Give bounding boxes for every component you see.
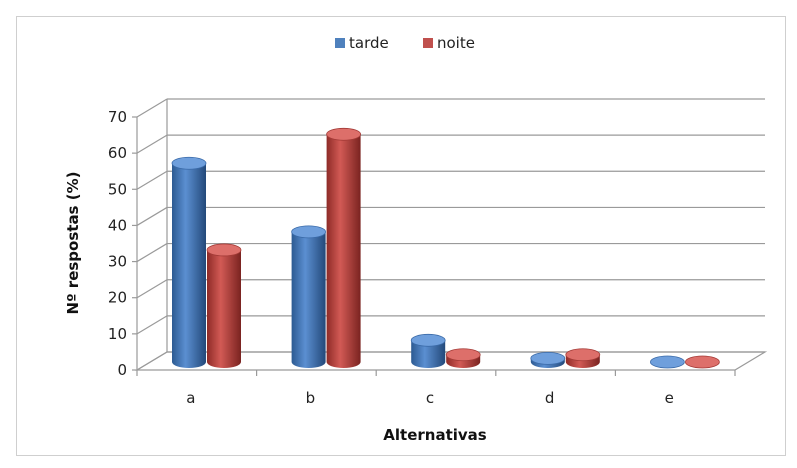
bar-noite-b xyxy=(326,127,362,368)
bar-noite-a xyxy=(206,243,242,368)
x-axis-title: Alternativas xyxy=(383,426,487,444)
y-tick-label: 30 xyxy=(108,253,127,271)
gridline-side xyxy=(136,279,168,299)
gridline-side xyxy=(136,134,168,154)
bar-tarde-e xyxy=(650,355,685,369)
bar-noite-c xyxy=(445,348,481,368)
x-tick-label-d: d xyxy=(545,389,555,407)
y-tick-label: 20 xyxy=(108,289,127,307)
y-tick-label: 40 xyxy=(108,216,127,234)
gridline-side xyxy=(136,315,168,335)
y-tick-label: 70 xyxy=(108,108,127,126)
x-tick-label-e: e xyxy=(665,389,674,407)
bar-tarde-a xyxy=(171,156,207,368)
x-tick-label-a: a xyxy=(186,389,195,407)
back-wall xyxy=(167,99,765,352)
bar-noite-e xyxy=(685,355,720,369)
y-tick-label: 60 xyxy=(108,144,127,162)
y-axis-title: Nº respostas (%) xyxy=(64,172,82,315)
gridline-side xyxy=(136,243,168,263)
x-tick-labels: a b c d e xyxy=(136,370,736,407)
y-tick-label: 10 xyxy=(108,325,127,343)
legend-swatch-tarde xyxy=(335,38,345,48)
bar-noite-d xyxy=(565,348,601,368)
legend-label-tarde: tarde xyxy=(349,34,389,52)
y-tick-label: 50 xyxy=(108,180,127,198)
bar-tarde-b xyxy=(291,225,327,368)
gridline-side xyxy=(136,206,168,226)
gridline-side xyxy=(136,98,168,118)
bar-series xyxy=(171,127,720,369)
legend-swatch-noite xyxy=(423,38,433,48)
y-tick-labels: 0 10 20 30 40 50 60 70 xyxy=(108,108,137,379)
legend: tarde noite xyxy=(335,34,475,52)
gridline-side xyxy=(136,351,168,371)
bar-tarde-d xyxy=(530,351,566,368)
gridline-side xyxy=(136,170,168,190)
legend-label-noite: noite xyxy=(437,34,475,52)
x-tick-label-c: c xyxy=(426,389,434,407)
y-tick-label: 0 xyxy=(117,361,127,379)
bar-tarde-c xyxy=(410,333,446,368)
x-tick-label-b: b xyxy=(306,389,316,407)
